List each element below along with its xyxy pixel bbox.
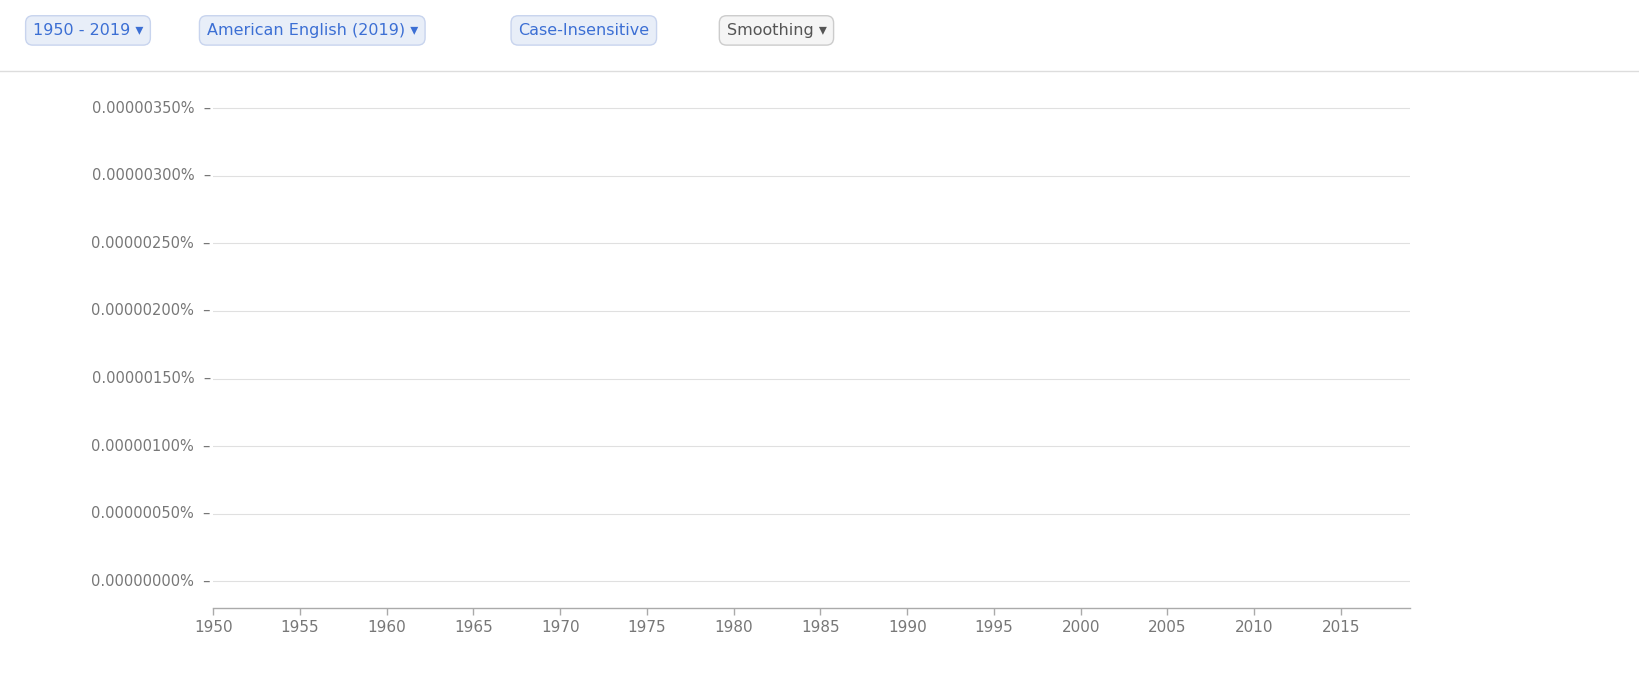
Text: 0.00000100%  –: 0.00000100% – — [92, 439, 211, 454]
Text: 0.00000050%  –: 0.00000050% – — [92, 506, 211, 521]
Text: 0.00000350%  –: 0.00000350% – — [92, 101, 211, 116]
Text: 0.00000250%  –: 0.00000250% – — [92, 236, 211, 251]
Text: Case-Insensitive: Case-Insensitive — [518, 23, 649, 38]
Text: 0.00000300%  –: 0.00000300% – — [92, 168, 211, 183]
Text: 0.00000150%  –: 0.00000150% – — [92, 371, 211, 386]
Text: 0.00000000%  –: 0.00000000% – — [92, 574, 211, 589]
Text: 0.00000200%  –: 0.00000200% – — [92, 304, 211, 318]
Text: Smoothing ▾: Smoothing ▾ — [726, 23, 826, 38]
Text: American English (2019) ▾: American English (2019) ▾ — [207, 23, 418, 38]
Text: 1950 - 2019 ▾: 1950 - 2019 ▾ — [33, 23, 143, 38]
